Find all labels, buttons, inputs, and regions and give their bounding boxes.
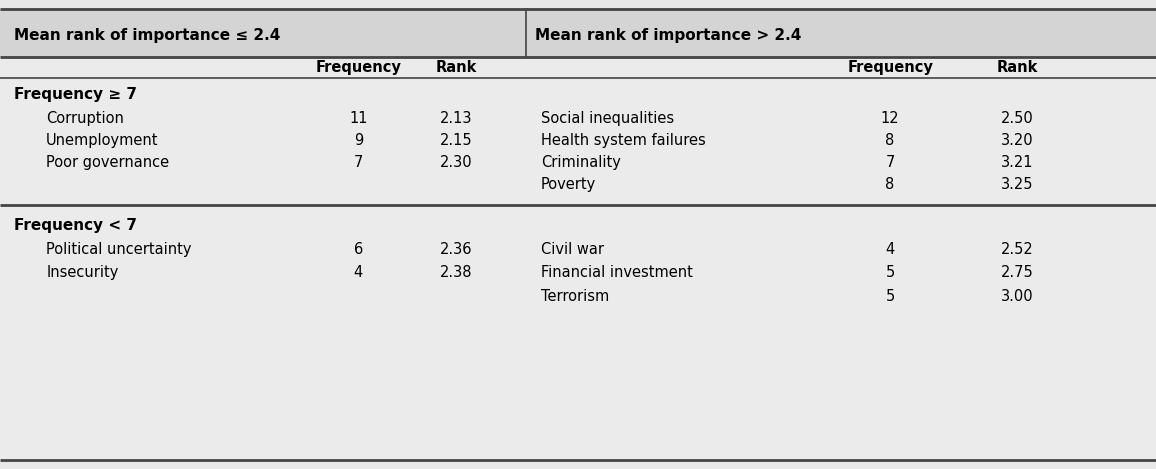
Text: 3.25: 3.25 xyxy=(1001,177,1033,192)
Text: Insecurity: Insecurity xyxy=(46,265,119,280)
Text: 4: 4 xyxy=(354,265,363,280)
Text: Frequency < 7: Frequency < 7 xyxy=(14,218,136,233)
Text: 6: 6 xyxy=(354,242,363,257)
Text: Civil war: Civil war xyxy=(541,242,603,257)
Text: Health system failures: Health system failures xyxy=(541,133,706,148)
Text: Poverty: Poverty xyxy=(541,177,596,192)
Text: Criminality: Criminality xyxy=(541,155,621,170)
Text: Poor governance: Poor governance xyxy=(46,155,170,170)
Text: 2.30: 2.30 xyxy=(440,155,473,170)
Text: 11: 11 xyxy=(349,111,368,126)
Text: 2.13: 2.13 xyxy=(440,111,473,126)
Text: 7: 7 xyxy=(354,155,363,170)
Text: 2.15: 2.15 xyxy=(440,133,473,148)
Text: 2.75: 2.75 xyxy=(1001,265,1033,280)
Text: 3.00: 3.00 xyxy=(1001,289,1033,304)
Text: Frequency ≥ 7: Frequency ≥ 7 xyxy=(14,87,136,102)
Text: Political uncertainty: Political uncertainty xyxy=(46,242,192,257)
Text: 8: 8 xyxy=(885,133,895,148)
Text: Rank: Rank xyxy=(996,60,1038,75)
Text: Corruption: Corruption xyxy=(46,111,124,126)
Text: 2.38: 2.38 xyxy=(440,265,473,280)
Text: Social inequalities: Social inequalities xyxy=(541,111,674,126)
Text: Terrorism: Terrorism xyxy=(541,289,609,304)
Text: 2.36: 2.36 xyxy=(440,242,473,257)
Text: Mean rank of importance > 2.4: Mean rank of importance > 2.4 xyxy=(535,28,801,43)
Text: 5: 5 xyxy=(885,289,895,304)
Text: Unemployment: Unemployment xyxy=(46,133,158,148)
Text: Frequency: Frequency xyxy=(847,60,933,75)
Text: 2.50: 2.50 xyxy=(1001,111,1033,126)
Text: Mean rank of importance ≤ 2.4: Mean rank of importance ≤ 2.4 xyxy=(14,28,280,43)
Text: 9: 9 xyxy=(354,133,363,148)
Text: 5: 5 xyxy=(885,265,895,280)
Text: 2.52: 2.52 xyxy=(1001,242,1033,257)
Text: 3.21: 3.21 xyxy=(1001,155,1033,170)
Text: Financial investment: Financial investment xyxy=(541,265,692,280)
Text: 12: 12 xyxy=(881,111,899,126)
Text: Frequency: Frequency xyxy=(316,60,401,75)
Text: Rank: Rank xyxy=(436,60,477,75)
Bar xyxy=(0,9,1156,57)
Text: 3.20: 3.20 xyxy=(1001,133,1033,148)
Text: 7: 7 xyxy=(885,155,895,170)
Text: 8: 8 xyxy=(885,177,895,192)
Text: 4: 4 xyxy=(885,242,895,257)
Bar xyxy=(0,57,1156,460)
